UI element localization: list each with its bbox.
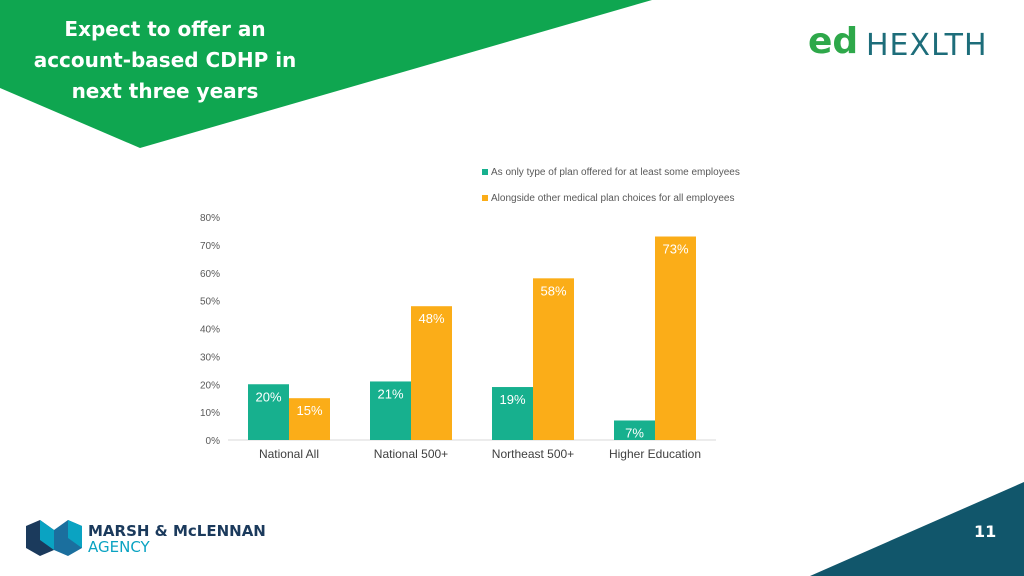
- category-label: National All: [259, 447, 319, 461]
- bar-only-type: [492, 387, 533, 440]
- logo-ed: ed: [808, 21, 859, 62]
- data-label: 15%: [296, 403, 322, 418]
- data-label: 48%: [418, 311, 444, 326]
- slide-title: Expect to offer an account-based CDHP in…: [30, 14, 300, 107]
- data-label: 20%: [255, 389, 281, 404]
- logo-health: HEXLTH: [866, 28, 988, 63]
- bar-only-type: [370, 381, 411, 440]
- y-tick-label: 50%: [200, 297, 220, 308]
- company-line-1: MARSH & McLENNAN: [88, 522, 266, 540]
- y-tick-label: 10%: [200, 408, 220, 419]
- legend-label: As only type of plan offered for at leas…: [491, 167, 740, 178]
- category-label: Higher Education: [609, 447, 701, 461]
- page-number: 11: [974, 522, 997, 541]
- bar-alongside: [411, 306, 452, 440]
- y-tick-label: 40%: [200, 325, 220, 336]
- data-label: 21%: [377, 386, 403, 401]
- bar-alongside: [289, 398, 330, 440]
- y-tick-label: 30%: [200, 352, 220, 363]
- legend-swatch: [482, 195, 488, 201]
- bar-only-type: [248, 384, 289, 440]
- bar-alongside: [655, 236, 696, 440]
- category-label: National 500+: [374, 447, 448, 461]
- y-tick-label: 0%: [206, 436, 221, 447]
- title-line-2: account-based CDHP in: [33, 48, 297, 72]
- legend-swatch: [482, 169, 488, 175]
- mmc-logo-icon: [26, 520, 82, 556]
- y-tick-label: 60%: [200, 269, 220, 280]
- title-line-1: Expect to offer an: [64, 17, 266, 41]
- data-label: 73%: [662, 242, 688, 257]
- bar-alongside: [533, 278, 574, 440]
- title-line-3: next three years: [71, 79, 259, 103]
- bar-only-type: [614, 420, 655, 440]
- data-label: 7%: [625, 425, 644, 440]
- data-label: 19%: [499, 392, 525, 407]
- data-label: 58%: [540, 283, 566, 298]
- y-tick-label: 70%: [200, 241, 220, 252]
- y-tick-label: 20%: [200, 380, 220, 391]
- category-label: Northeast 500+: [492, 447, 574, 461]
- company-line-2: AGENCY: [88, 538, 150, 556]
- company-name: MARSH & McLENNAN AGENCY: [88, 523, 266, 555]
- y-tick-label: 80%: [200, 213, 220, 224]
- legend-label: Alongside other medical plan choices for…: [491, 193, 734, 204]
